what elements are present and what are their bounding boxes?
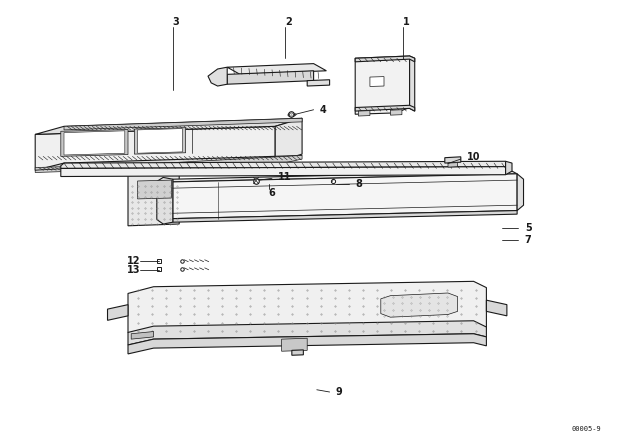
Polygon shape (35, 155, 302, 170)
Polygon shape (410, 56, 415, 111)
Polygon shape (275, 118, 302, 162)
Text: 6: 6 (269, 188, 276, 198)
Polygon shape (61, 167, 506, 177)
Polygon shape (445, 157, 461, 163)
Polygon shape (227, 71, 314, 84)
Polygon shape (108, 305, 128, 320)
Polygon shape (173, 174, 517, 219)
Polygon shape (35, 155, 302, 172)
Polygon shape (390, 110, 402, 115)
Text: 3: 3 (173, 17, 180, 27)
Polygon shape (128, 334, 486, 354)
Polygon shape (355, 56, 415, 62)
Text: 10: 10 (467, 152, 481, 162)
Text: 00005-9: 00005-9 (572, 426, 602, 432)
Polygon shape (35, 126, 275, 170)
Polygon shape (128, 174, 179, 226)
Polygon shape (64, 131, 125, 155)
Polygon shape (61, 161, 506, 168)
Text: 13: 13 (127, 265, 140, 275)
Text: 8: 8 (355, 179, 362, 189)
Polygon shape (282, 338, 307, 351)
Text: 9: 9 (336, 387, 343, 397)
Text: 5: 5 (525, 224, 532, 233)
Polygon shape (517, 174, 524, 211)
Text: 4: 4 (320, 105, 327, 115)
Polygon shape (157, 177, 173, 224)
Polygon shape (448, 163, 458, 167)
Polygon shape (173, 211, 517, 222)
Polygon shape (486, 300, 507, 316)
Text: 11: 11 (278, 172, 292, 182)
Polygon shape (227, 64, 326, 74)
Polygon shape (128, 321, 486, 345)
Text: 2: 2 (285, 17, 292, 27)
Polygon shape (292, 350, 303, 355)
Polygon shape (64, 118, 302, 130)
Text: 7: 7 (525, 235, 532, 245)
Polygon shape (138, 129, 182, 153)
Polygon shape (128, 281, 486, 339)
Polygon shape (355, 105, 415, 111)
Polygon shape (61, 129, 128, 156)
Polygon shape (370, 77, 384, 86)
Polygon shape (35, 118, 302, 134)
Polygon shape (35, 160, 275, 170)
Polygon shape (355, 56, 410, 114)
Polygon shape (173, 171, 517, 182)
Text: 1: 1 (403, 17, 410, 27)
Text: 12: 12 (127, 256, 140, 266)
Polygon shape (307, 80, 330, 86)
Polygon shape (381, 293, 458, 317)
Polygon shape (134, 128, 186, 154)
Polygon shape (506, 161, 512, 175)
Polygon shape (208, 67, 227, 86)
Polygon shape (358, 111, 370, 116)
Polygon shape (131, 332, 154, 339)
Polygon shape (138, 180, 172, 199)
